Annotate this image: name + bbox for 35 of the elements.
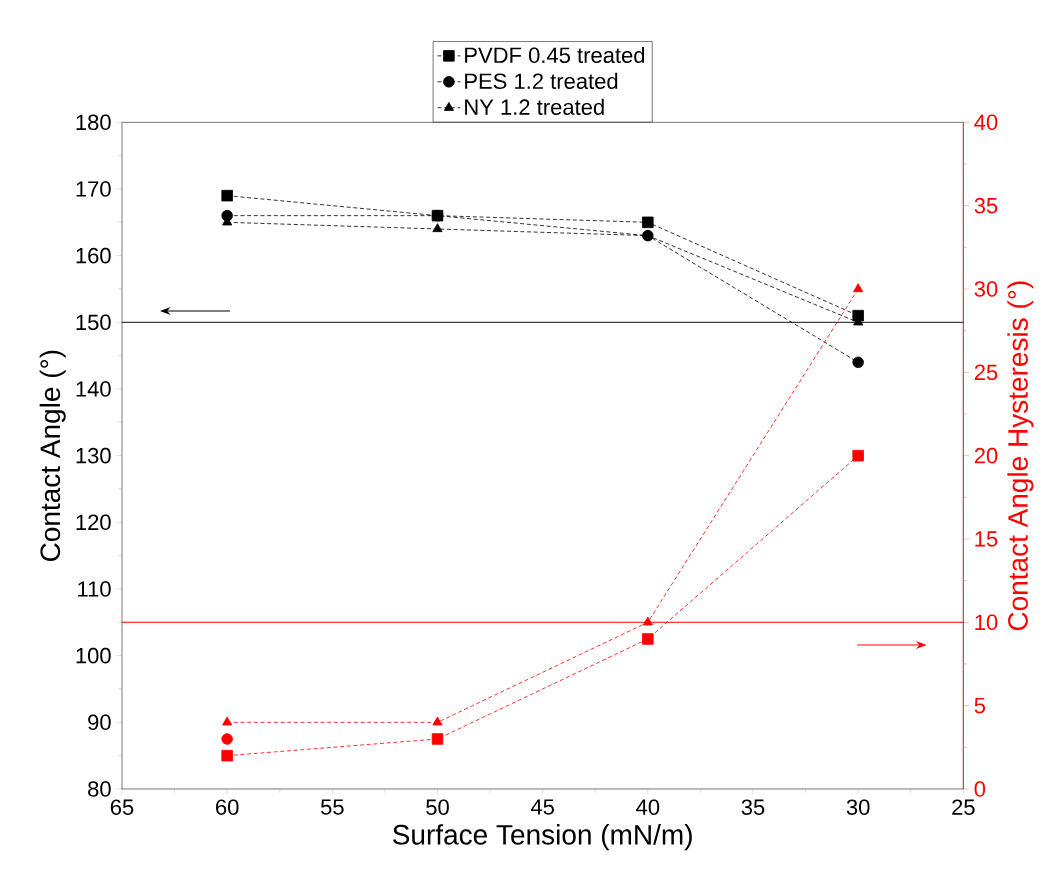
x-tick-label: 60 (216, 799, 239, 815)
y-axis-title: Contact Angle (°) (39, 350, 66, 561)
y2-tick-label: 35 (974, 197, 998, 214)
y2-tick-label: 25 (974, 364, 998, 381)
y2-tick-label: 15 (975, 531, 998, 547)
legend-label: NY 1.2 treated (465, 98, 604, 115)
y2-tick-label: 5 (974, 697, 986, 714)
y-tick-label: 110 (78, 581, 111, 597)
y-tick-label: 90 (88, 714, 111, 731)
y-tick-label: 130 (76, 447, 111, 464)
x-tick-label: 65 (110, 799, 134, 815)
x-tick-label: 40 (636, 799, 660, 815)
x-tick-label: 55 (320, 799, 344, 815)
x-axis-title: Surface Tension (mN/m) (393, 824, 692, 851)
y-tick-label: 160 (76, 247, 111, 264)
y-tick-label: 180 (76, 114, 111, 131)
y2-tick-label: 30 (974, 281, 998, 297)
y2-tick-label: 10 (975, 614, 998, 631)
legend-label: PVDF 0.45 treated (465, 46, 645, 64)
x-tick-label: 25 (952, 799, 975, 815)
y2-axis-title: Contact Angle Hysteresis (°) (1007, 281, 1034, 631)
legend-label: PES 1.2 treated (465, 72, 618, 89)
x-tick-label: 50 (426, 799, 449, 815)
y2-tick-label: 40 (974, 114, 998, 131)
y2-tick-label: 0 (974, 781, 986, 797)
y-tick-label: 80 (88, 781, 111, 797)
y-tick-label: 150 (76, 314, 111, 331)
x-tick-label: 30 (846, 799, 870, 815)
y-tick-label: 170 (76, 181, 111, 197)
x-tick-label: 35 (741, 799, 765, 815)
y2-tick-label: 20 (974, 447, 998, 464)
y-tick-label: 100 (76, 647, 111, 664)
y-tick-label: 140 (76, 381, 111, 397)
x-tick-label: 45 (530, 799, 554, 815)
y-tick-label: 120 (76, 514, 111, 531)
